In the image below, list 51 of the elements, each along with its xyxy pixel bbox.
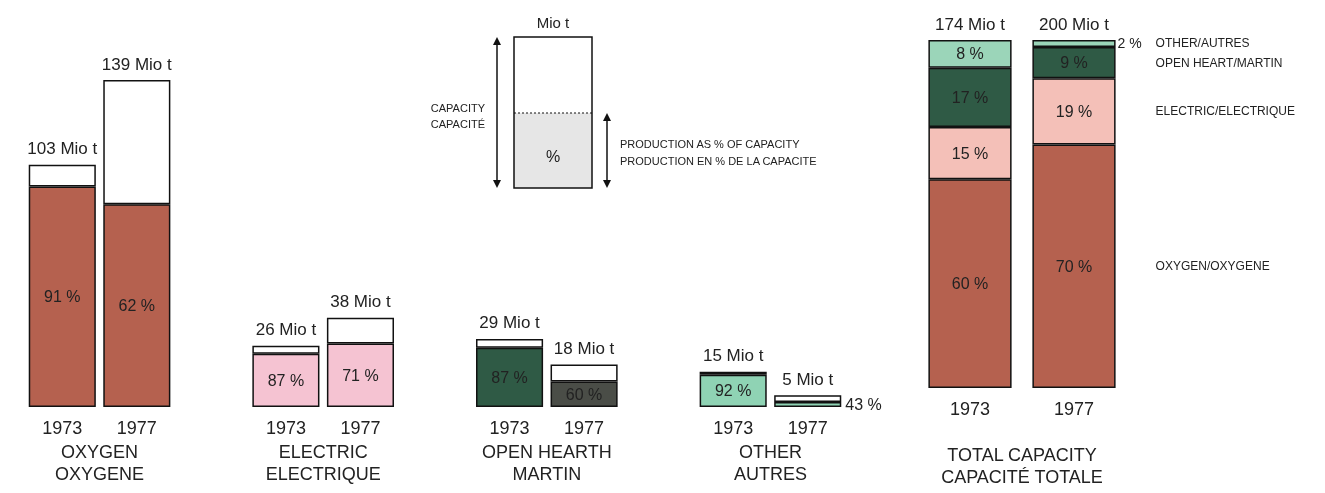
- data-label: 19 %: [1055, 102, 1093, 120]
- annotation: 2 %: [1117, 35, 1142, 52]
- data-label: 70 %: [1055, 257, 1093, 275]
- x-tick-label: 1973: [489, 418, 530, 438]
- data-label: 8 %: [956, 45, 984, 63]
- text: Mio t: [536, 14, 571, 31]
- x-axis-title: TOTAL CAPACITY CAPACITÉ TOTALE: [941, 445, 1103, 487]
- x-tick-label: 1977: [787, 418, 828, 438]
- bar: [774, 395, 842, 403]
- x-tick-label: 1973: [949, 399, 991, 419]
- annotation: 91 %: [44, 288, 81, 306]
- x-tick-label: 1977: [340, 418, 381, 438]
- annotation: 18 Mio t: [553, 338, 615, 358]
- text: 43 %: [845, 396, 882, 414]
- annotation: PRODUCTION EN % DE LA CAPACITE: [620, 155, 817, 167]
- annotation: 62 %: [118, 297, 156, 315]
- x-tick-label: 1977: [564, 418, 605, 438]
- text: OTHER AUTRES: [733, 442, 807, 484]
- annotation: 15 Mio t: [702, 346, 764, 366]
- annotation: 5 Mio t: [782, 369, 834, 389]
- annotation: 87 %: [491, 368, 528, 386]
- text: 139 Mio t: [101, 54, 173, 74]
- text: ELECTRIC ELECTRIQUE: [265, 442, 381, 484]
- text: OTHER/AUTRES: [1155, 36, 1250, 51]
- text: OXYGEN/OXYGENE: [1155, 259, 1270, 274]
- x-tick-label: 1973: [265, 418, 306, 438]
- data-label: 60 %: [951, 275, 989, 293]
- annotation: %: [545, 148, 561, 165]
- x-tick-label: 1973: [713, 418, 754, 438]
- annotation: 26 Mio t: [255, 320, 317, 340]
- data-label: 15 %: [951, 144, 989, 162]
- annotation: 174 Mio t: [935, 14, 1006, 34]
- annotation: CAPACITY: [430, 102, 486, 114]
- annotation: 200 Mio t: [1039, 14, 1110, 34]
- text: OXYGEN OXYGENE: [55, 442, 145, 484]
- annotation: 87 %: [267, 371, 305, 389]
- annotation: 71 %: [342, 366, 379, 384]
- data-label: 9 %: [1060, 54, 1088, 72]
- text: OPEN HEART/MARTIN: [1155, 55, 1283, 70]
- x-tick-label: 1977: [116, 418, 157, 438]
- annotation: 103 Mio t: [27, 139, 98, 159]
- x-tick-label: 1973: [42, 418, 83, 438]
- annotation: 38 Mio t: [330, 292, 391, 312]
- annotation: 92 %: [714, 382, 752, 400]
- x-tick-label: 1977: [1053, 399, 1095, 419]
- annotation: CAPACITÉ: [430, 118, 485, 130]
- text: OPEN HEARTH MARTIN: [481, 442, 612, 484]
- annotation: PRODUCTION AS % OF CAPACITY: [620, 138, 801, 150]
- data-label: 17 %: [951, 88, 989, 106]
- text: ELECTRIC/ELECTRIQUE: [1155, 104, 1295, 119]
- annotation: 29 Mio t: [479, 313, 541, 333]
